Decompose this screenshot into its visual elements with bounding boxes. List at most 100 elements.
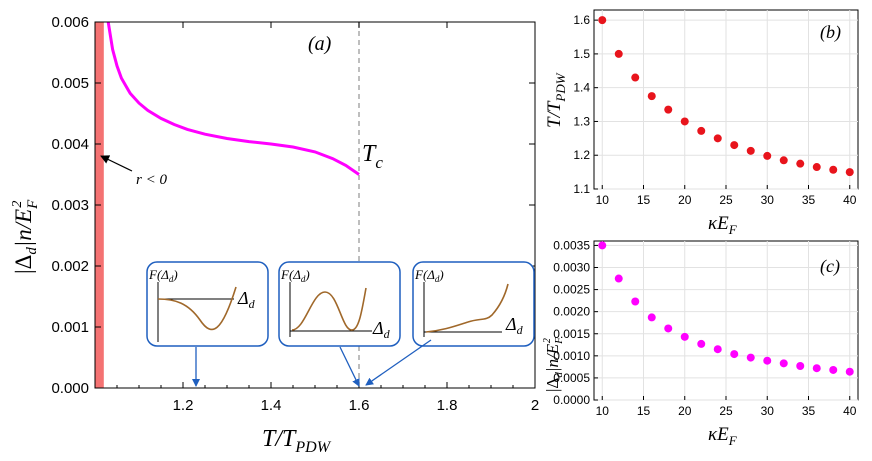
inset-3-curve <box>425 283 509 333</box>
panel-c-y-tick-label: 0.0005 <box>553 371 590 385</box>
inset-double-well: F(Δd) Δd <box>278 261 401 387</box>
inset-2-box <box>278 261 401 347</box>
panel-c-x-tick-label: 30 <box>761 404 775 418</box>
panel-c-y-tick-label: 0.0010 <box>553 349 590 363</box>
panel-c-point <box>796 361 805 370</box>
panel-b-y-tick-label: 1.5 <box>573 47 590 61</box>
panel-c-y-tick-label: 0.0020 <box>553 305 590 319</box>
panel-c-x-ticks: 10 15 20 25 30 35 40 <box>596 396 857 418</box>
panel-c-x-tick-label: 10 <box>596 404 610 418</box>
panel-b-point <box>631 73 640 82</box>
panel-c-y-tick-label: 0.0000 <box>553 393 590 407</box>
panel-a-y-tick-label: 0.005 <box>51 75 89 92</box>
panel-b-x-tick-label: 30 <box>761 193 775 207</box>
panel-b-xlabel: κEF <box>708 213 738 237</box>
panel-b-label: (b) <box>820 22 841 43</box>
panel-a-x-tick-label: 1.2 <box>173 397 194 414</box>
panel-b-grid <box>594 10 858 190</box>
r-label: r < 0 <box>136 172 167 188</box>
panel-c-y-tick-label: 0.0015 <box>553 327 590 341</box>
panel-c-point <box>598 241 607 250</box>
panel-a-y-tick-label: 0.004 <box>51 136 89 153</box>
panel-b-point <box>779 156 788 165</box>
panel-b-point <box>713 134 722 143</box>
panel-b-points <box>598 16 854 177</box>
panel-a-y-tick-label: 0.006 <box>51 14 89 31</box>
panel-c-point <box>746 353 755 362</box>
panel-a-x-tick-label: 1.6 <box>349 397 370 414</box>
panel-a-xlabel: T/TPDW <box>262 426 332 456</box>
panel-b-x-tick-label: 25 <box>719 193 733 207</box>
panel-b-x-tick-label: 20 <box>678 193 692 207</box>
panel-b-y-tick-label: 1.6 <box>573 13 590 27</box>
panel-b-point <box>680 117 689 126</box>
panel-b-point <box>614 49 623 58</box>
panel-b-y-tick-label: 1.3 <box>573 114 590 128</box>
panel-b-ylabel: T/TPDW <box>544 72 568 128</box>
panel-c-point <box>829 365 838 374</box>
panel-b-x-tick-label: 35 <box>802 193 816 207</box>
panel-c-y-tick-label: 0.0030 <box>553 261 590 275</box>
inset-2-axis-label: Δd <box>372 318 391 341</box>
panel-b-x-tick-label: 10 <box>596 193 610 207</box>
panel-c-y-tick-label: 0.0035 <box>553 238 590 252</box>
panel-b-y-tick-label: 1.4 <box>573 81 590 95</box>
panel-a-y-tick-label: 0.002 <box>51 258 89 275</box>
panel-b-y-tick-label: 1.1 <box>573 182 590 196</box>
inset-1-func-label: F(Δd) <box>148 267 178 284</box>
panel-c-point <box>779 359 788 368</box>
panel-c-point <box>647 313 656 322</box>
panel-c-point <box>730 350 739 359</box>
panel-b-point <box>845 168 854 177</box>
r-arrow <box>100 155 133 172</box>
panel-c-y-tick-label: 0.0025 <box>553 283 590 297</box>
panel-c-x-tick-label: 35 <box>802 404 816 418</box>
inset-2-arrow <box>339 346 360 387</box>
panel-b-point <box>829 165 838 174</box>
panel-c-point <box>845 367 854 376</box>
panel-b: 10 15 20 25 30 35 40 1.1 1.2 1.3 1.4 1.5 1.6 (b) κE… <box>544 9 859 237</box>
panel-c-point <box>664 324 673 333</box>
inset-single-minimum: F(Δd) Δd <box>146 261 269 387</box>
panel-c-x-tick-label: 40 <box>843 404 857 418</box>
panel-b-point <box>664 105 673 114</box>
panel-c-points <box>598 241 854 376</box>
panel-b-x-tick-label: 15 <box>637 193 651 207</box>
panel-b-x-tick-label: 40 <box>843 193 857 207</box>
panel-a-x-tick-label: 1.4 <box>261 397 282 414</box>
inset-3-axis-label: Δd <box>505 314 524 337</box>
inset-3-box <box>412 261 535 347</box>
panel-c-point <box>763 356 772 365</box>
tc-label: Tc <box>362 141 383 172</box>
panel-c-x-tick-label: 15 <box>637 404 651 418</box>
panel-b-point <box>812 163 821 172</box>
panel-a-y-tick-label: 0.003 <box>51 197 89 214</box>
panel-c-point <box>812 364 821 373</box>
inset-2-func-label: F(Δd) <box>280 267 310 284</box>
panel-a-x-tick-label: 2 <box>531 397 539 414</box>
panel-b-point <box>746 146 755 155</box>
panel-a-y-tick-label: 0.001 <box>51 319 89 336</box>
inset-monotonic: F(Δd) Δd <box>365 261 535 386</box>
panel-c-xlabel: κEF <box>708 424 738 448</box>
panel-c-point <box>713 345 722 354</box>
panel-c-y-ticks: 0.0000 0.0005 0.0010 0.0015 0.0020 0.0025 0.00… <box>553 238 598 407</box>
panel-a-label: (a) <box>308 33 332 55</box>
panel-b-point <box>647 92 656 101</box>
panel-c: 10 15 20 25 30 35 40 0.00000.00050.00100.00150… <box>542 238 859 448</box>
panel-a: 1.2 1.4 1.6 1.8 2 0.0000.0010.0020.0030.0040… <box>10 14 539 456</box>
inset-1-box <box>146 261 269 347</box>
panel-c-x-tick-label: 20 <box>678 404 692 418</box>
panel-c-point <box>697 339 706 348</box>
panel-c-label: (c) <box>820 256 840 277</box>
panel-c-x-tick-label: 25 <box>719 404 733 418</box>
panel-a-x-ticks: 1.2 1.4 1.6 1.8 2 <box>116 22 539 414</box>
panel-a-y-ticks: 0.000 0.001 0.002 0.003 0.004 0.005 0.006 <box>51 14 535 397</box>
panel-b-point <box>598 16 607 25</box>
panel-c-grid <box>594 241 858 401</box>
panel-b-point <box>697 126 706 135</box>
panel-b-point <box>796 159 805 168</box>
panel-a-x-tick-label: 1.8 <box>437 397 458 414</box>
panel-c-point <box>680 332 689 341</box>
gap-curve <box>106 21 360 176</box>
